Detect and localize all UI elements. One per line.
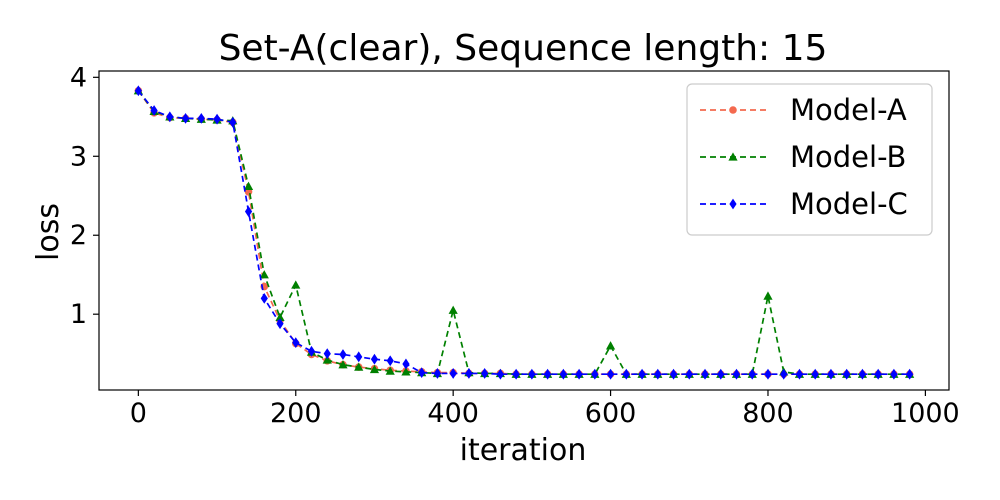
chart-title: Set-A(clear), Sequence length: 15 [219, 28, 828, 69]
data-point [622, 368, 630, 380]
legend-item-model-a: Model-A [700, 93, 907, 127]
data-point [544, 368, 552, 380]
data-point [874, 368, 882, 380]
data-point [385, 366, 395, 375]
data-point [150, 105, 158, 116]
data-point [701, 368, 709, 380]
legend-item-model-c: Model-C [700, 187, 908, 221]
data-point [307, 345, 316, 357]
data-point [338, 360, 348, 369]
data-point [134, 85, 142, 97]
legend-label: Model-B [790, 140, 906, 174]
data-point [166, 111, 174, 123]
series-line-model-c [137, 90, 910, 376]
data-point [433, 368, 442, 379]
data-point [276, 318, 284, 330]
data-point [512, 368, 520, 380]
data-point [355, 351, 363, 363]
data-point [275, 312, 285, 322]
data-point [528, 368, 536, 380]
legend-item-model-b: Model-B [700, 140, 906, 174]
data-point [795, 368, 804, 380]
data-point [559, 368, 567, 380]
data-point [260, 293, 268, 304]
legend: Model-A Model-B Model-C [686, 83, 933, 236]
data-point [496, 368, 504, 380]
legend-marker [728, 152, 738, 161]
data-point [386, 355, 394, 367]
data-point [764, 368, 772, 380]
x-tick-label: 600 [585, 398, 637, 429]
data-point [811, 368, 819, 380]
data-point [780, 368, 788, 380]
x-tick-label: 800 [742, 398, 794, 429]
data-point [259, 270, 269, 279]
series-line-model-b [137, 90, 910, 376]
data-point [858, 368, 867, 380]
data-point [638, 368, 646, 380]
legend-label: Model-C [790, 187, 908, 221]
data-point [370, 353, 379, 365]
x-tick-label: 0 [130, 398, 147, 429]
data-point [197, 112, 205, 124]
data-point [827, 368, 835, 380]
data-point [843, 368, 851, 380]
data-point [181, 112, 190, 124]
data-point [606, 368, 615, 380]
x-tick-label: 400 [427, 398, 479, 429]
axes: 0 200 400 600 800 1000 1 2 3 4 [70, 62, 960, 429]
y-tick-label: 4 [70, 62, 87, 93]
data-point [465, 368, 473, 379]
y-tick-label: 2 [70, 220, 87, 251]
data-point [322, 355, 332, 364]
data-point [717, 368, 725, 380]
data-point [229, 116, 237, 128]
data-point [339, 349, 347, 360]
data-point [906, 368, 914, 380]
x-tick-label: 1000 [891, 398, 960, 429]
data-point [243, 181, 254, 190]
data-point [763, 291, 773, 300]
data-point [890, 368, 898, 380]
data-point [244, 206, 253, 217]
data-point [732, 368, 741, 380]
data-point [591, 368, 599, 380]
x-tick-label: 200 [270, 398, 322, 429]
data-point [292, 337, 300, 349]
legend-label: Model-A [790, 93, 907, 127]
plot-frame [98, 70, 950, 391]
data-point [323, 348, 331, 360]
data-point [354, 362, 364, 371]
data-point [449, 368, 457, 379]
data-point [291, 280, 301, 289]
y-tick-label: 3 [70, 141, 87, 172]
legend-marker [729, 106, 737, 114]
y-tick-label: 1 [70, 299, 87, 330]
data-point [213, 113, 221, 125]
x-axis-label: iteration [460, 433, 587, 468]
data-point [654, 368, 662, 380]
data-point [748, 368, 756, 380]
data-point [401, 367, 411, 376]
data-point [418, 367, 426, 379]
data-point [605, 341, 616, 350]
data-point [669, 368, 678, 380]
legend-box [686, 83, 933, 236]
series-model-c [134, 85, 914, 380]
data-point [481, 368, 489, 379]
y-axis-label: loss [31, 203, 66, 261]
plot-area [133, 85, 915, 380]
data-point [369, 364, 380, 374]
data-point [448, 305, 458, 314]
legend-marker [729, 198, 737, 210]
data-point [402, 358, 410, 370]
data-point [685, 368, 693, 380]
data-point [575, 368, 583, 380]
